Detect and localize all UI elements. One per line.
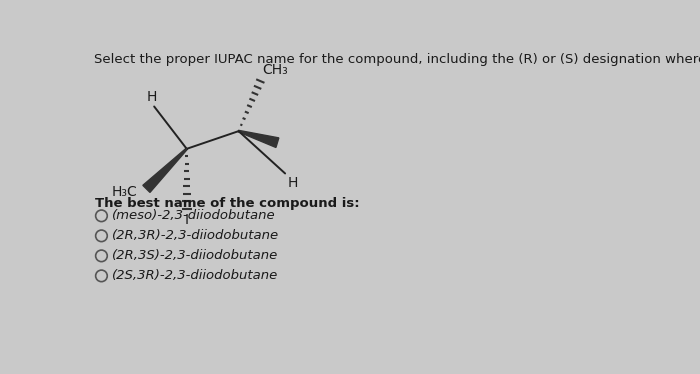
Text: CH₃: CH₃ (262, 63, 288, 77)
Text: (meso)-2,3-diiodobutane: (meso)-2,3-diiodobutane (112, 209, 276, 222)
Text: The best name of the compound is:: The best name of the compound is: (95, 197, 360, 210)
Text: Select the proper IUPAC name for the compound, including the (R) or (S) designat: Select the proper IUPAC name for the com… (94, 53, 700, 65)
Text: (2S,3R)-2,3-diiodobutane: (2S,3R)-2,3-diiodobutane (112, 269, 278, 282)
Text: I: I (185, 213, 189, 227)
Text: (2R,3S)-2,3-diiodobutane: (2R,3S)-2,3-diiodobutane (112, 249, 278, 262)
Text: H: H (146, 90, 157, 104)
Polygon shape (143, 148, 187, 192)
Text: (2R,3R)-2,3-diiodobutane: (2R,3R)-2,3-diiodobutane (112, 229, 279, 242)
Polygon shape (239, 131, 279, 147)
Text: H₃C: H₃C (111, 185, 137, 199)
Text: H: H (288, 176, 298, 190)
